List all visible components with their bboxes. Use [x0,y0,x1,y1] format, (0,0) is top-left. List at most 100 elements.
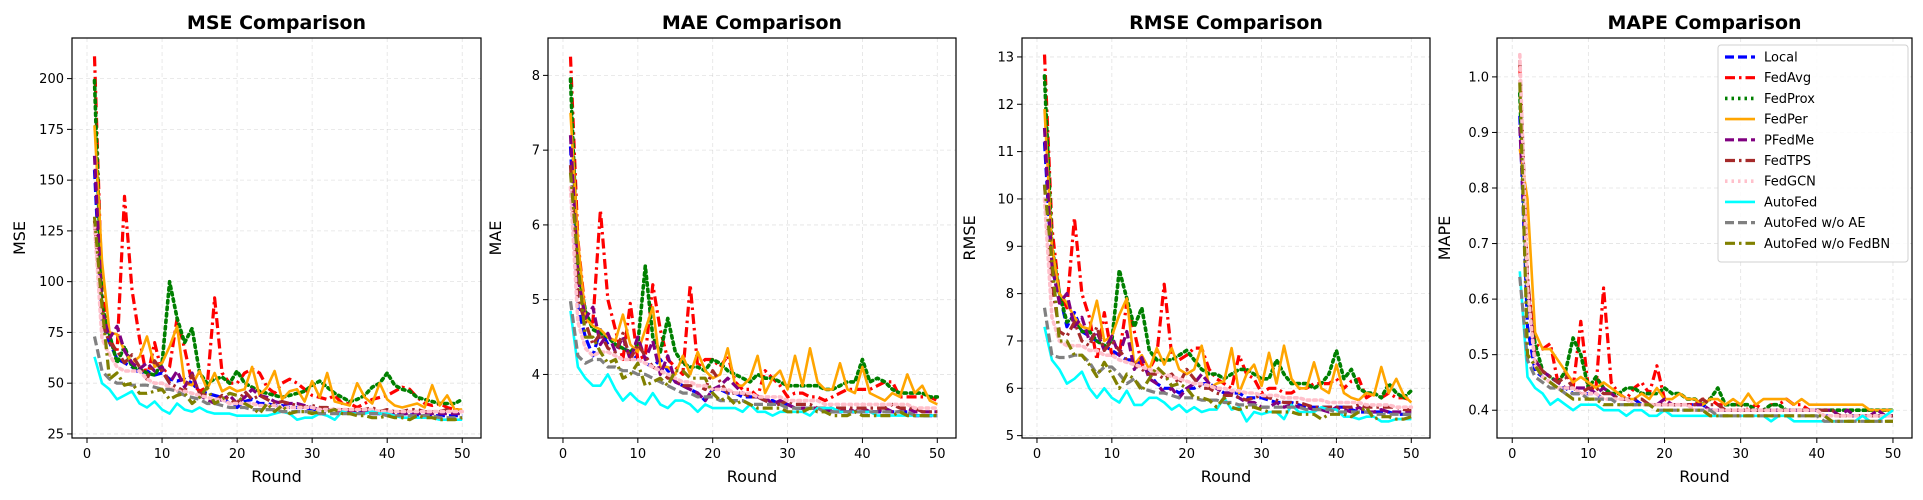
series-line-pfedme [92,155,463,416]
x-axis-label: Round [727,467,778,486]
y-tick-label: 100 [39,275,64,290]
y-tick-label: 8 [1006,287,1014,302]
y-tick-label: 5 [532,293,540,308]
y-tick-label: 12 [997,98,1014,113]
mae-panel: MAE Comparison Round MAE 0 10 20 30 40 50 4 5 6 7… [486,12,957,486]
series-line-autofed [93,356,463,422]
x-tick-label: 50 [454,447,471,462]
series-line-autofed-w-o-ae [568,300,938,418]
axes-frame [547,37,957,439]
series-line-autofed-w-o-ae [1042,307,1412,416]
chart-title: MAE Comparison [662,12,842,34]
y-tick-label: 9 [1006,240,1014,255]
y-tick-label: 6 [1006,382,1014,397]
y-tick-label: 8 [532,69,540,84]
series-line-autofed-w-o-fedbn [568,172,938,418]
legend-item: PFedMe [1725,133,1814,148]
x-tick-label: 20 [1178,447,1195,462]
series-line-autofed-w-o-fedbn [1518,82,1893,423]
y-tick-label: 0.8 [1468,182,1489,197]
x-tick-label: 10 [154,447,171,462]
legend-label: FedPer [1764,113,1808,128]
y-tick-label: 0.6 [1468,293,1489,308]
x-tick-label: 30 [1253,447,1270,462]
y-axis-label: MSE [10,221,29,255]
x-tick-label: 30 [1732,447,1749,462]
series-line-autofed-w-o-ae [1518,276,1893,423]
y-tick-label: 13 [997,50,1014,65]
y-tick-label: 75 [47,326,64,341]
series-group [568,56,940,418]
legend-item: FedAvg [1725,71,1811,86]
rmse-panel: RMSE Comparison Round RMSE 0 10 20 30 40 50 5 6… [960,12,1431,486]
x-tick-label: 30 [779,447,796,462]
series-group [1042,54,1414,423]
y-tick-label: 1.0 [1468,70,1489,85]
y-tick-label: 5 [1006,429,1014,444]
series-line-autofed-w-o-ae [92,336,463,420]
x-axis-label: Round [1679,467,1730,486]
legend-item: FedTPS [1725,154,1811,169]
series-line-fedper [569,112,938,406]
series-line-fedgcn [1518,52,1895,418]
y-tick-label: 25 [47,427,64,442]
series-line-fedper [1043,108,1413,404]
legend-label: FedAvg [1764,71,1811,86]
series-line-fedgcn [1042,197,1414,410]
legend-label: AutoFed [1764,195,1817,210]
x-tick-label: 0 [83,447,91,462]
series-group [1518,52,1895,423]
x-tick-label: 10 [1580,447,1597,462]
x-tick-label: 40 [1328,447,1345,462]
x-tick-label: 20 [1656,447,1673,462]
x-tick-label: 10 [1104,447,1121,462]
legend-label: AutoFed w/o AE [1764,216,1866,231]
y-tick-label: 0.7 [1468,237,1489,252]
x-tick-label: 20 [704,447,721,462]
x-tick-label: 50 [929,447,946,462]
axes-frame [1496,37,1913,439]
legend-item: AutoFed w/o AE [1725,216,1866,231]
legend-box [1717,44,1909,263]
series-line-autofed-w-o-fedbn [1042,184,1412,421]
series-group [92,56,465,422]
legend-label: AutoFed w/o FedBN [1764,237,1890,252]
series-line-autofed-w-o-fedbn [92,216,463,422]
x-tick-label: 30 [304,447,321,462]
legend-label: Local [1764,51,1798,66]
legend-label: FedGCN [1764,175,1816,190]
series-line-fedavg [1042,54,1412,402]
x-tick-label: 40 [1809,447,1826,462]
chart-title: MAPE Comparison [1607,12,1801,34]
legend-item: AutoFed w/o FedBN [1725,237,1890,252]
series-line-fedtps [1518,60,1893,418]
series-line-pfedme [1518,126,1893,418]
y-tick-label: 0.4 [1468,404,1489,419]
series-line-fedavg [92,56,463,412]
x-tick-label: 50 [1885,447,1902,462]
y-tick-label: 7 [1006,334,1014,349]
y-tick-label: 0.9 [1468,126,1489,141]
legend-label: FedTPS [1764,154,1811,169]
y-axis-label: RMSE [960,215,979,260]
x-tick-label: 50 [1403,447,1420,462]
legend-item: FedProx [1725,92,1815,107]
y-tick-label: 7 [532,144,540,159]
series-line-fedtps [1042,184,1412,412]
y-tick-label: 150 [39,174,64,189]
y-tick-label: 10 [997,192,1014,207]
x-tick-label: 10 [630,447,647,462]
series-line-fedgcn [568,185,940,410]
y-tick-label: 0.5 [1468,348,1489,363]
legend-item: FedGCN [1725,175,1816,190]
y-tick-label: 200 [39,72,64,87]
y-tick-label: 125 [39,224,64,239]
x-tick-label: 0 [1033,447,1041,462]
axes-frame [71,37,482,439]
y-tick-label: 175 [39,123,64,138]
legend-label: FedProx [1764,92,1815,107]
x-tick-label: 20 [229,447,246,462]
x-tick-label: 0 [559,447,567,462]
legend-item: FedPer [1725,113,1808,128]
